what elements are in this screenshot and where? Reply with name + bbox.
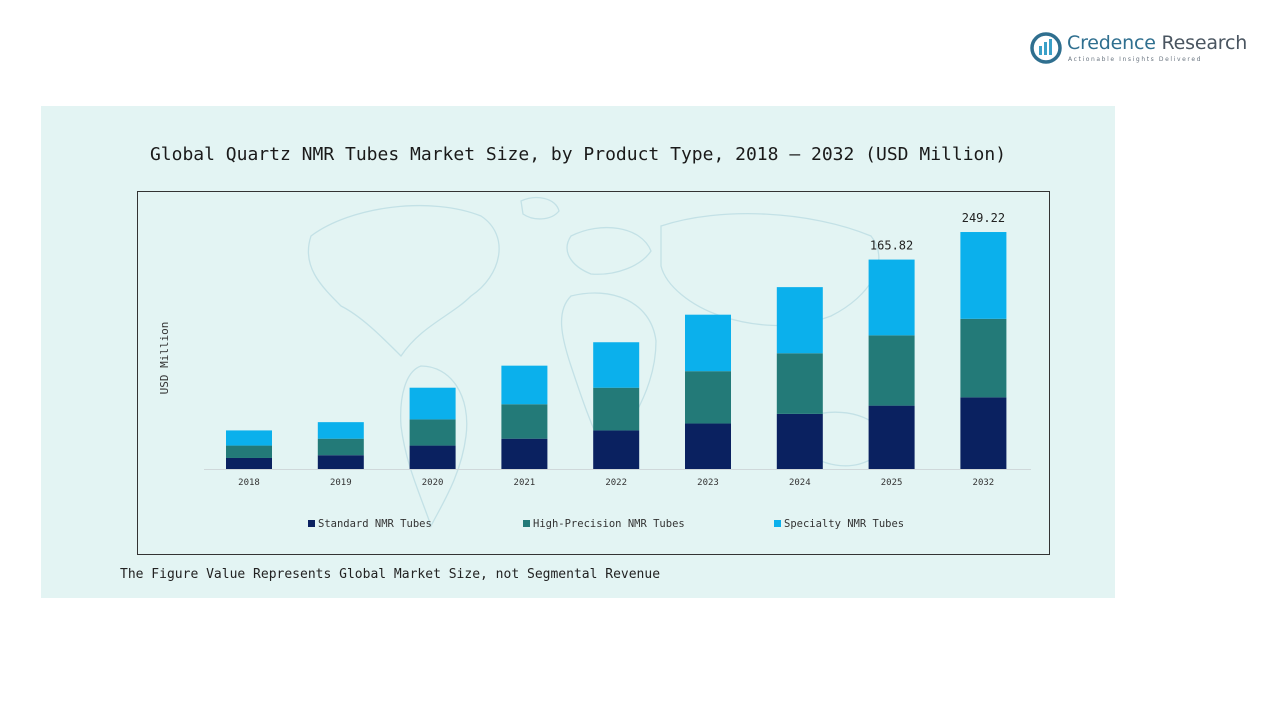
chart-title: Global Quartz NMR Tubes Market Size, by … bbox=[149, 144, 1007, 165]
bar-2018-series-3 bbox=[226, 430, 272, 446]
brand-name-part1: Credence bbox=[1067, 32, 1156, 54]
world-map-watermark-icon bbox=[307, 197, 887, 528]
bar-2024-series-2 bbox=[776, 353, 823, 414]
bar-2020-series-2 bbox=[409, 419, 456, 446]
legend-swatch-3 bbox=[774, 520, 781, 527]
bar-2022-series-3 bbox=[593, 342, 640, 388]
bar-2023-series-1 bbox=[685, 423, 731, 469]
brand-logo: Credence Research Actionable Insights De… bbox=[1030, 30, 1247, 66]
bar-2022-series-1 bbox=[593, 430, 640, 469]
legend-swatch-1 bbox=[308, 520, 315, 527]
legend-label-2: High-Precision NMR Tubes bbox=[533, 518, 685, 530]
x-tick-label-2018: 2018 bbox=[238, 478, 260, 488]
x-tick-label-2025: 2025 bbox=[881, 478, 903, 488]
x-tick-label-2023: 2023 bbox=[697, 478, 719, 488]
bar-2018-series-2 bbox=[226, 445, 272, 458]
footnote: The Figure Value Represents Global Marke… bbox=[120, 567, 661, 582]
bar-2019-series-1 bbox=[317, 455, 364, 469]
brand-name-part2: Research bbox=[1155, 32, 1248, 54]
bar-2025-series-2 bbox=[868, 335, 915, 406]
plot-frame bbox=[137, 191, 1050, 555]
bar-2021-series-1 bbox=[501, 438, 548, 469]
bar-2023-series-2 bbox=[685, 371, 731, 424]
bar-2021-series-3 bbox=[501, 365, 548, 405]
legend-swatch-2 bbox=[523, 520, 530, 527]
x-tick-label-2019: 2019 bbox=[330, 478, 352, 488]
x-tick-label-2032: 2032 bbox=[973, 478, 995, 488]
bar-2022-series-2 bbox=[593, 387, 640, 431]
brand-tagline: Actionable Insights Delivered bbox=[1068, 56, 1203, 63]
stacked-bar-chart: USD Million 2018 2019 2020 2021 2022 2023 2024 2… bbox=[158, 211, 1031, 530]
x-tick-label-2020: 2020 bbox=[422, 478, 444, 488]
bar-2032-series-1 bbox=[960, 397, 1007, 469]
bar-2032-series-2 bbox=[960, 318, 1007, 398]
credence-logo-icon bbox=[1030, 32, 1062, 64]
legend-label-3: Specialty NMR Tubes bbox=[784, 518, 904, 530]
bar-2023-series-3 bbox=[685, 314, 731, 372]
bar-2024-series-1 bbox=[776, 413, 823, 469]
bar-2024-series-3 bbox=[776, 287, 823, 354]
y-axis-label: USD Million bbox=[158, 322, 171, 395]
x-tick-label-2024: 2024 bbox=[789, 478, 811, 488]
bar-2019-series-3 bbox=[317, 422, 364, 439]
brand-name: Credence Research bbox=[1067, 32, 1247, 54]
chart-panel: Global Quartz NMR Tubes Market Size, by … bbox=[41, 106, 1115, 598]
bar-2020-series-3 bbox=[409, 387, 456, 420]
bar-2020-series-1 bbox=[409, 445, 456, 469]
bar-2025-series-1 bbox=[868, 405, 915, 469]
x-tick-label-2021: 2021 bbox=[514, 478, 536, 488]
data-label-2025: 165.82 bbox=[870, 239, 913, 253]
bar-2019-series-2 bbox=[317, 438, 364, 456]
bar-2032-series-3 bbox=[960, 232, 1007, 319]
data-label-2032: 249.22 bbox=[962, 211, 1005, 225]
bar-2018-series-1 bbox=[226, 457, 272, 469]
bar-2025-series-3 bbox=[868, 259, 915, 336]
legend-label-1: Standard NMR Tubes bbox=[318, 518, 432, 530]
bar-2021-series-2 bbox=[501, 404, 548, 439]
x-tick-label-2022: 2022 bbox=[605, 478, 627, 488]
